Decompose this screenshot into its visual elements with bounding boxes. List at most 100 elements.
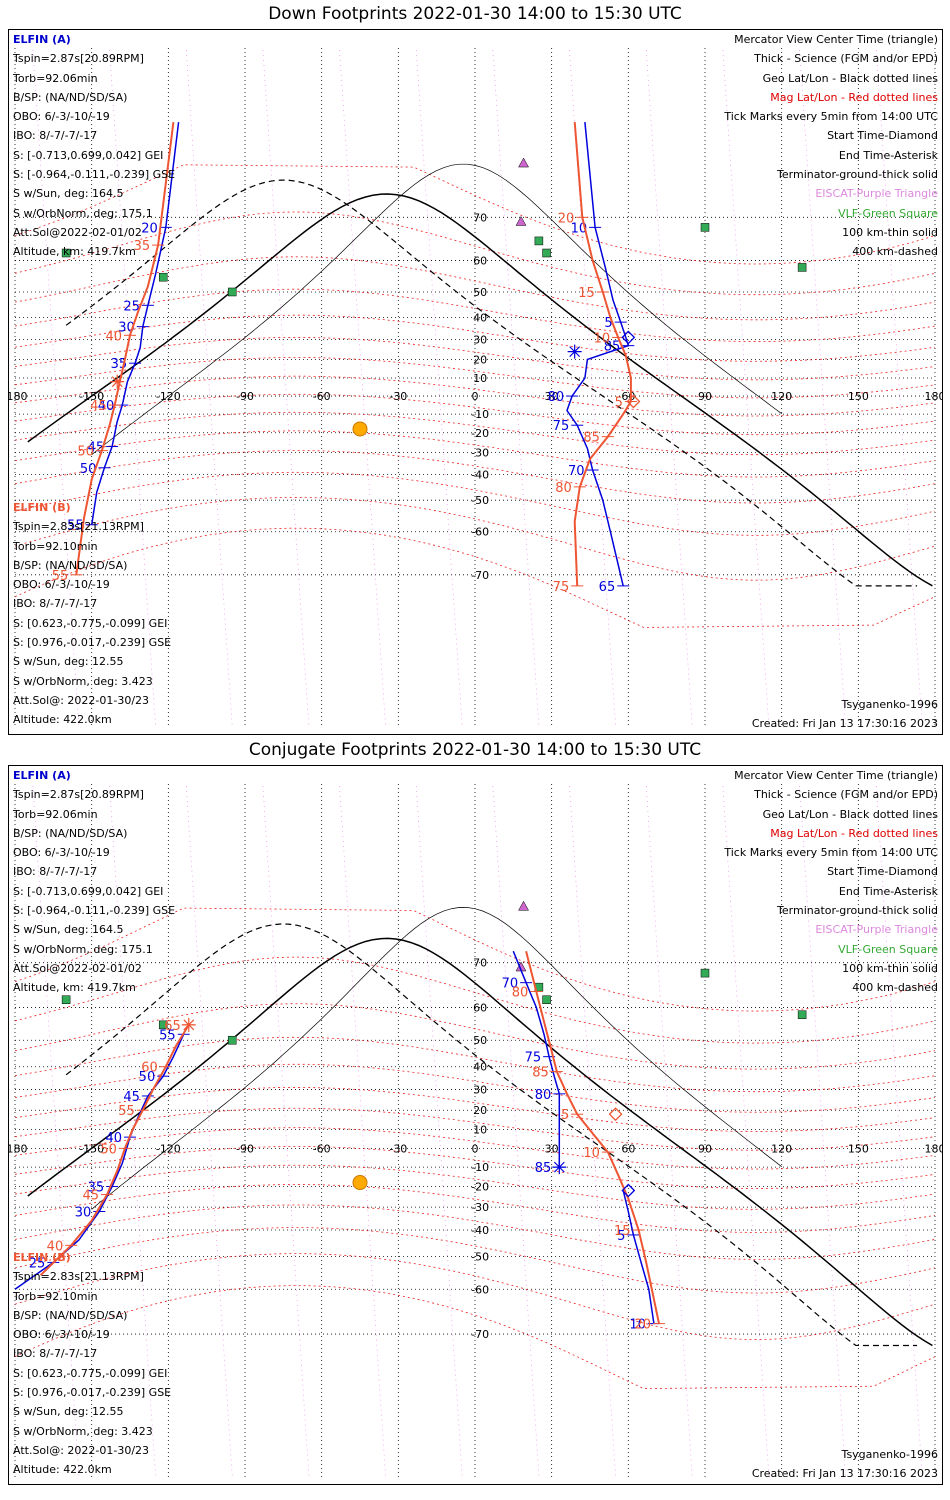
sat-b-line: Att.Sol@: 2022-01-30/23 bbox=[13, 1443, 150, 1457]
tick-label: 55 bbox=[52, 569, 69, 584]
mag-meridian bbox=[875, 785, 923, 1477]
footprint-track bbox=[90, 122, 180, 525]
footprint-track bbox=[14, 1033, 185, 1290]
lat-tick-label: 30 bbox=[473, 334, 487, 347]
vlf-square bbox=[61, 248, 71, 258]
vlf-square bbox=[61, 995, 71, 1004]
legend-item: EISCAT-Purple Triangle bbox=[815, 923, 938, 937]
sat-a-line: S: [-0.964,-0.111,-0.239] GSE bbox=[13, 904, 176, 918]
tick-label: 85 bbox=[535, 1161, 552, 1176]
conjugate-title: Conjugate Footprints 2022-01-30 14:00 to… bbox=[248, 740, 702, 760]
lon-tick-label: 90 bbox=[698, 390, 712, 403]
tick-label: 45 bbox=[82, 1189, 99, 1204]
start-diamond bbox=[621, 1183, 636, 1198]
lon-tick-label: -30 bbox=[389, 1142, 407, 1155]
eiscat-triangle bbox=[518, 900, 529, 911]
start-diamond bbox=[608, 1107, 623, 1122]
tick-label: 15 bbox=[578, 286, 595, 301]
lat-tick-label: 60 bbox=[473, 254, 487, 267]
lat-tick-label: 20 bbox=[473, 353, 487, 366]
mag-parallel bbox=[14, 527, 936, 628]
legend-item: Geo Lat/Lon - Black dotted lines bbox=[762, 807, 938, 821]
mag-meridian bbox=[415, 785, 463, 1477]
mag-parallel bbox=[14, 256, 936, 321]
tick-label: 45 bbox=[123, 1090, 140, 1105]
lat-tick-label: 10 bbox=[473, 372, 487, 385]
legend-item: Start Time-Diamond bbox=[827, 129, 938, 143]
lon-tick-label: 180 bbox=[925, 1142, 943, 1155]
tick-label: 10 bbox=[594, 331, 611, 346]
tick-label: 45 bbox=[90, 399, 107, 414]
sat-a-line: B/SP: (NA/ND/SD/SA) bbox=[13, 90, 128, 104]
vlf-square bbox=[797, 1010, 807, 1019]
lon-tick-label: 90 bbox=[698, 1142, 712, 1155]
eiscat-triangle bbox=[515, 215, 527, 226]
lon-tick-label: -60 bbox=[313, 390, 331, 403]
sat-a-line: Tspin=2.87s[20.89RPM] bbox=[13, 788, 144, 802]
mag-parallel bbox=[14, 314, 936, 362]
lat-tick-label: -70 bbox=[471, 1328, 489, 1341]
footprint-track bbox=[566, 122, 630, 587]
mag-parallel bbox=[14, 1146, 936, 1189]
legend-item: 400 km-dashed bbox=[852, 245, 938, 259]
tick-label: 50 bbox=[139, 1070, 156, 1085]
end-asterisk bbox=[110, 374, 125, 389]
lat-tick-label: 50 bbox=[473, 286, 487, 299]
legend-item: Terminator-ground-thick solid bbox=[777, 904, 938, 918]
terminator-400km bbox=[65, 179, 918, 587]
mag-parallel bbox=[14, 1227, 936, 1294]
sat-a-line: OBO: 6/-3/-10/-19 bbox=[13, 846, 110, 860]
vlf-square bbox=[542, 248, 551, 258]
sat-b-line: OBO: 6/-3/-10/-19 bbox=[13, 1328, 110, 1342]
vlf-square bbox=[227, 1035, 237, 1045]
mag-parallel bbox=[14, 1063, 936, 1113]
legend-item: End Time-Asterisk bbox=[838, 884, 938, 898]
mag-parallel bbox=[14, 288, 936, 343]
mag-meridian bbox=[185, 785, 233, 1477]
legend-item: 400 km-dashed bbox=[852, 981, 938, 995]
mag-parallel bbox=[14, 907, 936, 1012]
conjugate-footprints-panel: -180-150-120-90-60-300306090120150180706… bbox=[8, 765, 943, 1485]
mag-parallel bbox=[14, 1107, 936, 1151]
lat-tick-label: -20 bbox=[471, 427, 489, 440]
lat-tick-label: 50 bbox=[473, 1034, 487, 1047]
lat-tick-label: 60 bbox=[473, 1001, 487, 1014]
sat-b-line: B/SP: (NA/ND/SD/SA) bbox=[13, 1308, 128, 1322]
terminator-400km bbox=[65, 923, 918, 1347]
sat-b-line: B/SP: (NA/ND/SD/SA) bbox=[13, 558, 128, 572]
sat-a-line: Altitude, km: 419.7km bbox=[13, 245, 136, 259]
end-asterisk bbox=[181, 1017, 196, 1032]
sat-a-line: S w/OrbNorm, deg: 175.1 bbox=[13, 942, 153, 956]
terminator-100km bbox=[91, 163, 782, 455]
tick-label: 40 bbox=[98, 399, 115, 414]
sat-a-info-conj: ELFIN (A) Tspin=2.87s[20.89RPM] Torb=92.… bbox=[13, 766, 175, 998]
lat-tick-label: -10 bbox=[471, 1161, 489, 1174]
tick-label: 75 bbox=[525, 1051, 542, 1066]
mag-parallel bbox=[14, 1003, 936, 1070]
created-label: Created: Fri Jan 13 17:30:16 2023 bbox=[751, 717, 938, 731]
vlf-square bbox=[700, 968, 710, 978]
lat-tick-label: -60 bbox=[471, 1283, 489, 1296]
mag-parallel bbox=[14, 1285, 936, 1390]
footprint-track bbox=[525, 950, 660, 1324]
legend-item: End Time-Asterisk bbox=[838, 148, 938, 162]
tick-label: 40 bbox=[47, 1239, 64, 1254]
tick-label: 40 bbox=[105, 329, 122, 344]
sat-b-name: ELFIN (B) bbox=[13, 1251, 71, 1264]
end-asterisk bbox=[552, 1160, 567, 1175]
sat-a-line: Torb=92.06min bbox=[13, 71, 98, 85]
tick-label: 65 bbox=[164, 1019, 181, 1034]
tick-label: 50 bbox=[80, 462, 97, 477]
lat-tick-label: 70 bbox=[473, 957, 487, 970]
lon-tick-label: -120 bbox=[156, 1142, 181, 1155]
lat-tick-label: 20 bbox=[473, 1104, 487, 1117]
tick-label: 75 bbox=[553, 580, 570, 595]
sat-a-line: Torb=92.06min bbox=[13, 807, 98, 821]
legend-item: EISCAT-Purple Triangle bbox=[815, 187, 938, 201]
legend-item: Mercator View Center Time (triangle) bbox=[734, 33, 938, 46]
lat-tick-label: -20 bbox=[471, 1180, 489, 1193]
down-map: -180-150-120-90-60-300306090120150180706… bbox=[9, 48, 942, 728]
mag-parallel bbox=[14, 1204, 936, 1260]
sat-b-line: S w/OrbNorm, deg: 3.423 bbox=[13, 674, 153, 688]
tick-label: 75 bbox=[553, 419, 570, 434]
